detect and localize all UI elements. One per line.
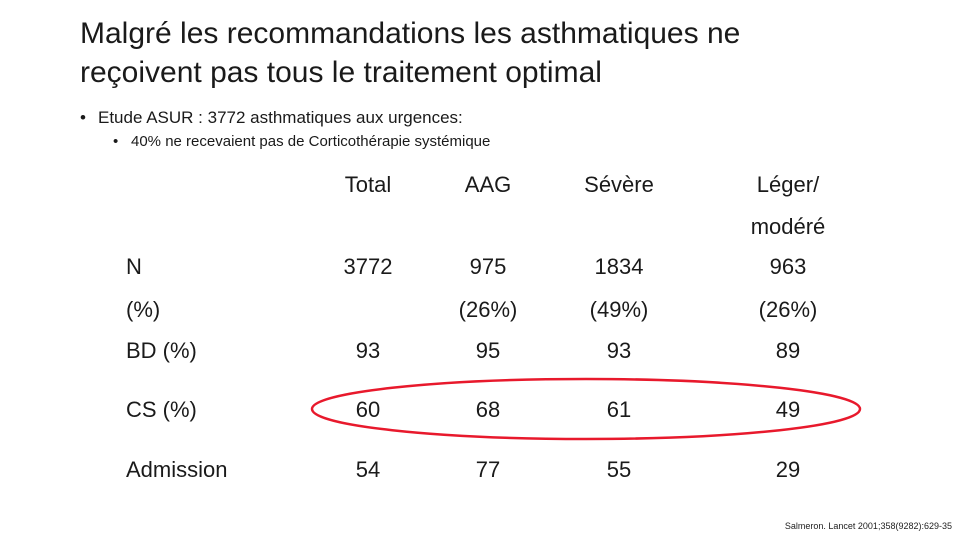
bullet-dot-icon: • [80, 108, 86, 127]
cell-n-severe: 1834 [594, 254, 644, 279]
row-label-admission: Admission [126, 457, 228, 482]
citation: Salmeron. Lancet 2001;358(9282):629-35 [784, 521, 952, 531]
slide-title-line-2: reçoivent pas tous le traitement optimal [80, 56, 602, 89]
cell-bd-leger: 89 [775, 338, 801, 363]
cell-pct-leger: (26%) [758, 297, 818, 322]
row-label-cs: CS (%) [126, 397, 197, 422]
cell-n-leger: 963 [769, 254, 807, 279]
cell-n-aag: 975 [469, 254, 507, 279]
row-label-n: N [126, 254, 142, 279]
cell-admission-leger: 29 [775, 457, 801, 482]
cell-bd-aag: 95 [475, 338, 501, 363]
header-leger-line-2: modéré [750, 214, 826, 239]
bullet-level-2: • 40% ne recevaient pas de Corticothérapi… [113, 132, 490, 152]
cell-admission-total: 54 [355, 457, 381, 482]
header-severe: Sévère [584, 172, 654, 197]
cell-admission-aag: 77 [475, 457, 501, 482]
row-label-pct: (%) [126, 297, 161, 322]
cell-admission-severe: 55 [606, 457, 632, 482]
header-aag: AAG [464, 172, 512, 197]
cell-cs-leger: 49 [775, 397, 801, 422]
cell-cs-total: 60 [355, 397, 381, 422]
cell-pct-aag: (26%) [458, 297, 518, 322]
slide-title: Malgré les recommandations les asthmatiq… [80, 14, 900, 92]
bullet-level-1-text: Etude ASUR : 3772 asthmatiques aux urgen… [98, 108, 463, 127]
header-total: Total [344, 172, 392, 197]
cell-n-total: 3772 [343, 254, 393, 279]
cell-pct-severe: (49%) [589, 297, 649, 322]
row-label-bd: BD (%) [126, 338, 197, 363]
cell-cs-severe: 61 [606, 397, 632, 422]
bullet-dot-icon: • [113, 133, 119, 150]
bullet-level-2-text: 40% ne recevaient pas de Corticothérapie… [131, 133, 491, 150]
header-leger-line-1: Léger/ [756, 172, 820, 197]
slide-title-line-1: Malgré les recommandations les asthmatiq… [80, 17, 741, 50]
cell-bd-severe: 93 [606, 338, 632, 363]
cell-bd-total: 93 [355, 338, 381, 363]
cell-cs-aag: 68 [475, 397, 501, 422]
bullet-level-1: • Etude ASUR : 3772 asthmatiques aux urge… [80, 108, 463, 128]
